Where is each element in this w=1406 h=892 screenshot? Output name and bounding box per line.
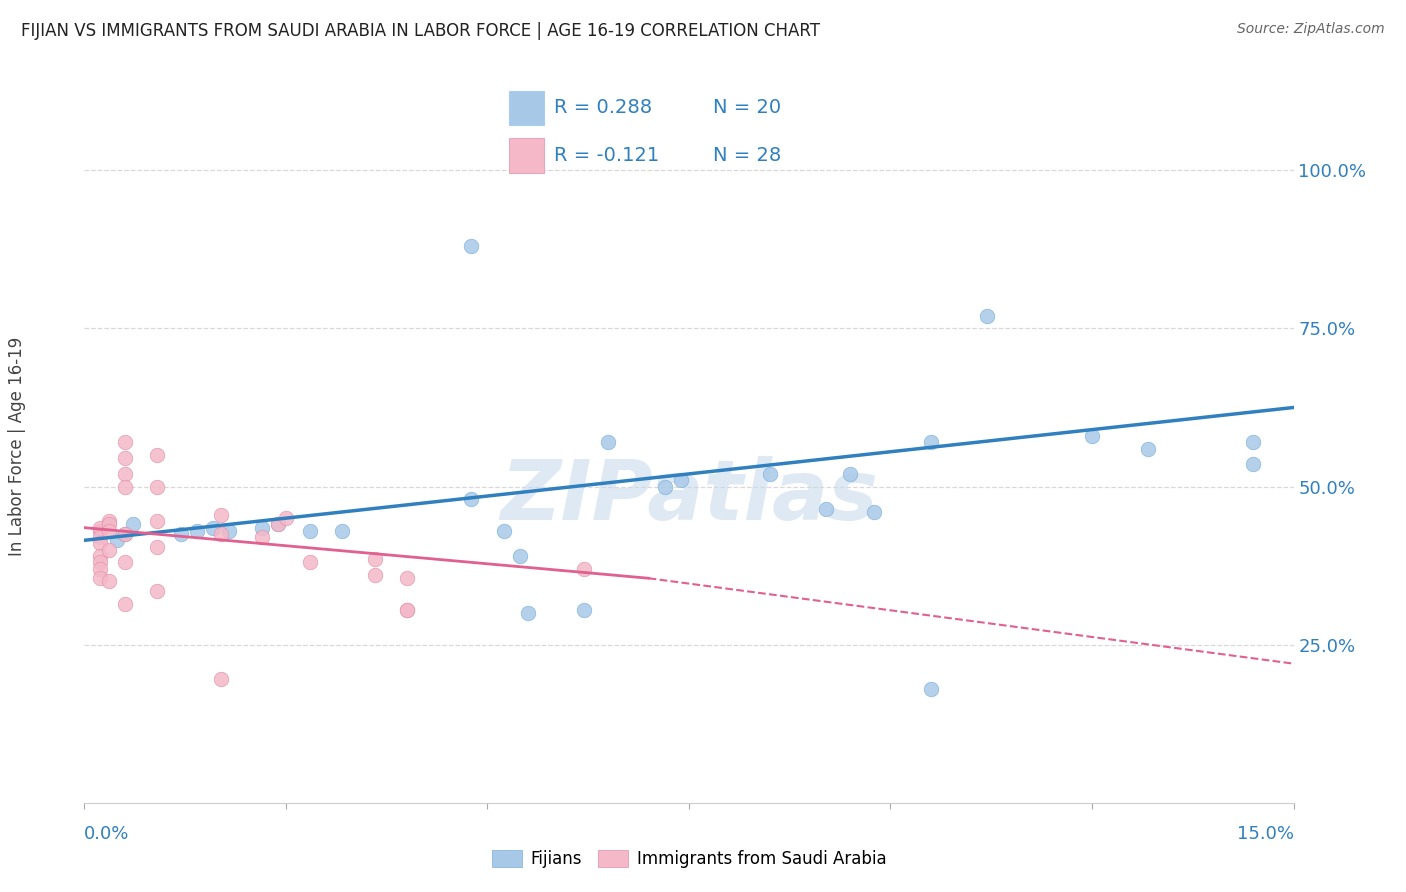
Point (976, 309, 998, 323)
FancyBboxPatch shape (509, 137, 544, 173)
Point (89, 536, 111, 550)
Point (114, 527, 136, 541)
Point (114, 597, 136, 611)
Text: FIJIAN VS IMMIGRANTS FROM SAUDI ARABIA IN LABOR FORCE | AGE 16-19 CORRELATION CH: FIJIAN VS IMMIGRANTS FROM SAUDI ARABIA I… (21, 22, 820, 40)
Text: N = 28: N = 28 (713, 145, 780, 165)
FancyBboxPatch shape (509, 91, 544, 126)
Point (509, 549, 531, 563)
Point (363, 568, 385, 582)
Point (97, 517, 120, 532)
Point (89, 521, 111, 535)
Point (1241, 435, 1264, 450)
Point (758, 467, 780, 481)
Point (299, 524, 322, 538)
Point (121, 517, 143, 532)
Legend: Fijians, Immigrants from Saudi Arabia: Fijians, Immigrants from Saudi Arabia (485, 843, 893, 874)
Point (669, 473, 692, 487)
Point (105, 533, 128, 548)
Text: 0.0%: 0.0% (84, 825, 129, 843)
Point (218, 524, 240, 538)
Point (97, 524, 120, 538)
Point (146, 514, 169, 528)
Text: R = 0.288: R = 0.288 (554, 98, 652, 118)
Point (572, 562, 595, 576)
Point (274, 511, 297, 525)
Point (920, 435, 942, 450)
Text: Source: ZipAtlas.com: Source: ZipAtlas.com (1237, 22, 1385, 37)
Point (97, 574, 120, 589)
Point (814, 501, 837, 516)
Point (492, 524, 515, 538)
Point (460, 239, 482, 253)
Point (598, 435, 620, 450)
Point (89, 524, 111, 538)
Point (395, 571, 418, 585)
Point (1081, 429, 1104, 443)
Point (920, 681, 942, 696)
Text: R = -0.121: R = -0.121 (554, 145, 659, 165)
Text: In Labor Force | Age 16-19: In Labor Force | Age 16-19 (8, 336, 25, 556)
Point (114, 527, 136, 541)
Point (209, 673, 232, 687)
Point (654, 479, 676, 493)
Point (395, 603, 418, 617)
Point (330, 524, 353, 538)
Point (267, 517, 290, 532)
Point (1241, 458, 1264, 472)
Point (146, 540, 169, 554)
Point (89, 530, 111, 544)
Text: N = 20: N = 20 (713, 98, 780, 118)
Point (250, 530, 273, 544)
Text: 15.0%: 15.0% (1236, 825, 1294, 843)
Point (460, 492, 482, 507)
Point (363, 552, 385, 566)
Point (114, 479, 136, 493)
Point (395, 603, 418, 617)
Point (209, 508, 232, 522)
Point (186, 524, 208, 538)
Point (89, 556, 111, 570)
Point (146, 448, 169, 462)
Point (114, 467, 136, 481)
Point (114, 556, 136, 570)
Point (267, 517, 290, 532)
Point (146, 479, 169, 493)
Point (202, 521, 225, 535)
Point (209, 527, 232, 541)
Text: ZIPatlas: ZIPatlas (501, 456, 877, 537)
Point (89, 549, 111, 563)
Point (146, 583, 169, 598)
Point (114, 435, 136, 450)
Point (97, 542, 120, 557)
Point (170, 527, 193, 541)
Point (89, 571, 111, 585)
Point (839, 467, 862, 481)
Point (114, 451, 136, 466)
Point (97, 514, 120, 528)
Point (863, 505, 886, 519)
Point (299, 556, 322, 570)
Point (516, 606, 538, 620)
Point (572, 603, 595, 617)
Point (250, 521, 273, 535)
Point (89, 562, 111, 576)
Point (1137, 442, 1160, 456)
